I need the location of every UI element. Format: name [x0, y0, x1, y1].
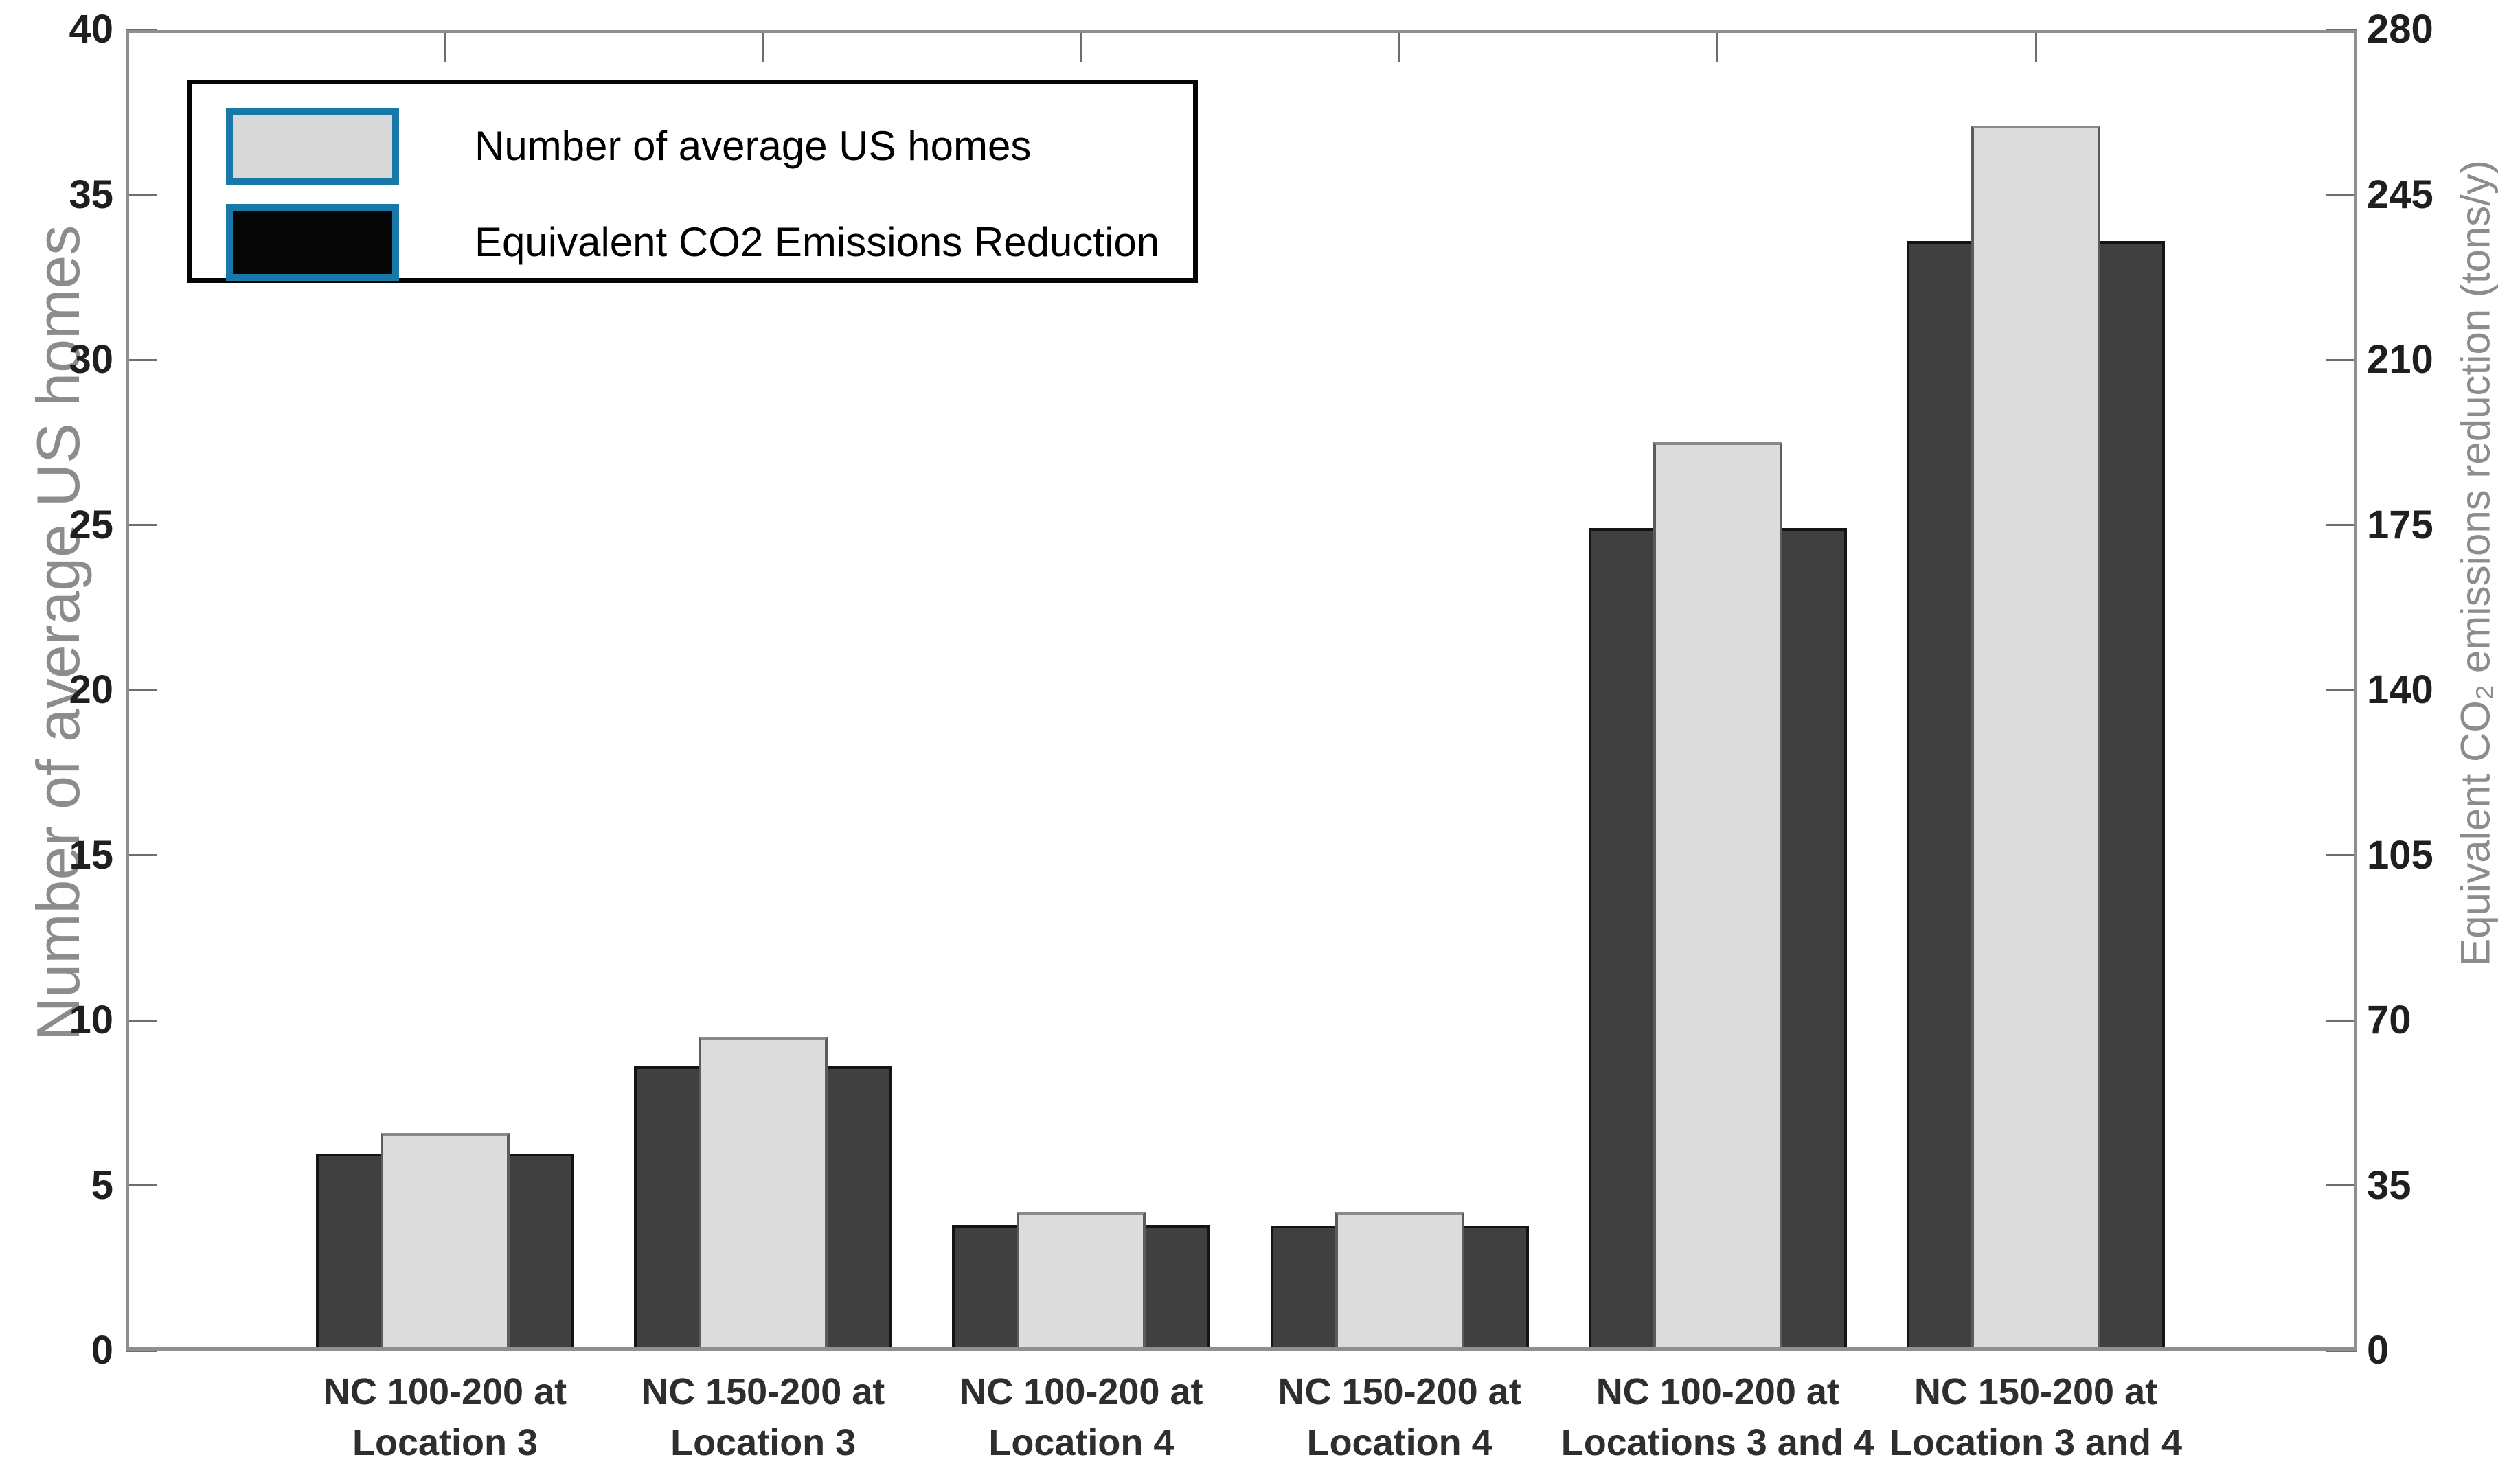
plot-spine-right	[2354, 30, 2357, 1351]
y-axis-tick-label-right: 210	[2367, 337, 2433, 382]
x-axis-tick-top	[762, 30, 764, 62]
y-axis-tick-left	[126, 1184, 157, 1186]
y-axis-tick-label-right: 70	[2367, 998, 2411, 1042]
y-axis-tick-left	[126, 358, 157, 361]
bar-homes	[699, 1037, 828, 1351]
x-axis-category-label: NC 100-200 at Locations 3 and 4	[1560, 1371, 1874, 1463]
y-axis-tick-left	[126, 689, 157, 691]
y-axis-tick-label-right: 105	[2367, 832, 2433, 878]
y-axis-tick-label-right: 35	[2367, 1162, 2411, 1208]
plot-area	[126, 28, 2357, 1352]
y-axis-tick-label-right: 175	[2367, 502, 2433, 547]
legend-label-co2: Equivalent CO2 Emissions Reduction	[475, 219, 1160, 265]
x-axis-tick-top	[2034, 30, 2037, 62]
y-axis-tick-label-left: 40	[69, 7, 113, 51]
y-axis-tick-left	[126, 1019, 157, 1022]
y-axis-tick-right	[2326, 1349, 2357, 1352]
x-axis-category-label: NC 150-200 at Location 4	[1278, 1371, 1521, 1463]
y-axis-tick-right	[2326, 689, 2357, 691]
y-axis-tick-label-left: 10	[69, 998, 113, 1042]
y-axis-tick-label-left: 30	[69, 337, 113, 382]
y-axis-tick-right	[2326, 524, 2357, 526]
legend: Number of average US homes Equivalent CO…	[187, 80, 1198, 283]
y-axis-tick-label-left: 5	[91, 1162, 113, 1208]
plot-spine-bottom	[126, 1347, 2357, 1351]
x-axis-tick-top	[1080, 30, 1082, 62]
y-axis-tick-right	[2326, 194, 2357, 196]
x-axis-category-label: NC 150-200 at Location 3	[642, 1371, 885, 1463]
bar-homes	[1335, 1211, 1464, 1351]
y-axis-tick-label-right: 0	[2367, 1328, 2390, 1373]
x-axis-category-label: NC 150-200 at Location 3 and 4	[1889, 1371, 2183, 1463]
y-axis-tick-label-left: 35	[69, 172, 113, 217]
y-axis-tick-right	[2326, 854, 2357, 856]
x-axis-tick-top	[444, 30, 446, 62]
y-axis-tick-label-left: 25	[69, 502, 113, 547]
plot-spine-top	[126, 30, 2357, 33]
x-axis-tick-top	[1398, 30, 1401, 62]
y-axis-tick-left	[126, 194, 157, 196]
y-axis-tick-label-right: 140	[2367, 667, 2433, 712]
bar-homes	[1971, 125, 2100, 1351]
y-axis-tick-right	[2326, 358, 2357, 361]
legend-swatch-homes	[226, 108, 399, 185]
y-axis-tick-left	[126, 854, 157, 856]
legend-label-homes: Number of average US homes	[475, 123, 1032, 169]
bar-homes	[1017, 1211, 1146, 1351]
x-axis-category-label: NC 100-200 at Location 3	[323, 1371, 567, 1463]
y-axis-tick-label-right: 245	[2367, 172, 2433, 217]
y-axis-tick-left	[126, 1349, 157, 1352]
x-axis-tick-top	[1716, 30, 1719, 62]
y-axis-tick-label-left: 0	[91, 1328, 113, 1373]
y-axis-tick-label-right: 280	[2367, 7, 2433, 51]
y-axis-tick-right	[2326, 1184, 2357, 1186]
y-axis-tick-left	[126, 524, 157, 526]
legend-swatch-co2	[226, 204, 399, 281]
y-axis-tick-right	[2326, 1019, 2357, 1022]
plot-spine-left	[126, 30, 129, 1351]
y-axis-tick-label-left: 20	[69, 667, 113, 712]
bar-homes	[1653, 442, 1782, 1351]
x-axis-category-label: NC 100-200 at Location 4	[960, 1371, 1203, 1463]
bar-homes	[381, 1132, 510, 1351]
y-axis-tick-label-left: 15	[69, 832, 113, 878]
